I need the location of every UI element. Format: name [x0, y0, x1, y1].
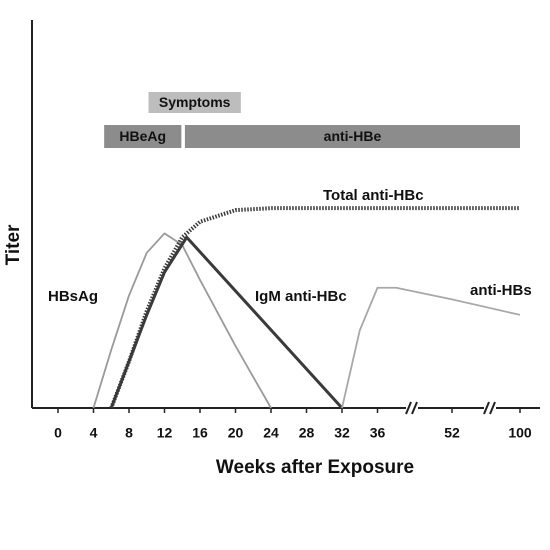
phase-label: HBeAg: [119, 128, 166, 144]
x-tick-label: 32: [334, 425, 350, 441]
x-tick-label: 28: [299, 425, 315, 441]
series-line: [109, 235, 344, 410]
x-tick-label: 24: [263, 425, 279, 441]
axis-break: [405, 400, 418, 416]
phase-label: anti-HBe: [324, 128, 382, 144]
series-label: IgM anti-HBc: [255, 288, 347, 305]
x-tick-label: 20: [228, 425, 244, 441]
x-tick-label: 8: [125, 425, 133, 441]
series-label: anti-HBs: [470, 282, 532, 299]
phase-bar: [148, 92, 241, 113]
x-axis-label: Weeks after Exposure: [216, 457, 414, 478]
axis-break: [483, 400, 496, 416]
x-tick-label: 12: [157, 425, 173, 441]
x-tick-label: 0: [54, 425, 62, 441]
series-line: [341, 286, 521, 409]
phase-label: Symptoms: [159, 94, 231, 110]
series-line: [92, 232, 272, 409]
y-axis-label: Titer: [3, 224, 24, 265]
phase-bar: [104, 125, 182, 148]
x-tick-label: 16: [192, 425, 208, 441]
x-tick-label: 100: [508, 425, 532, 441]
x-tick-label: 36: [370, 425, 386, 441]
series-label: HBsAg: [48, 288, 98, 305]
phase-bar: [184, 125, 520, 148]
x-tick-label: 4: [90, 425, 98, 441]
series-label: Total anti-HBc: [323, 187, 424, 204]
x-tick-label: 52: [444, 425, 460, 441]
